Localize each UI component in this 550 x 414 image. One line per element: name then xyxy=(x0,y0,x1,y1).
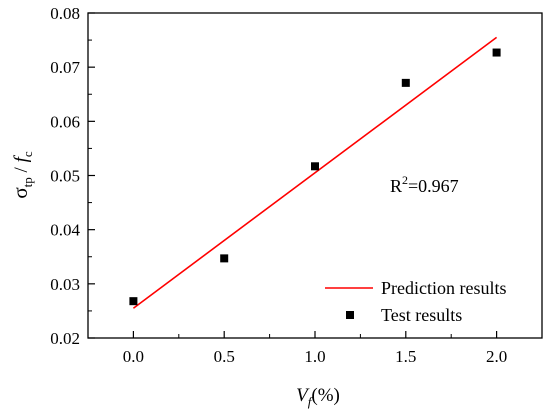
y-axis-slash: / xyxy=(11,162,32,177)
x-tick-label: 0.5 xyxy=(214,347,235,366)
x-tick-label: 2.0 xyxy=(486,347,507,366)
test-point xyxy=(311,162,319,171)
r2-value: =0.967 xyxy=(408,176,459,196)
r2-sup: 2 xyxy=(402,173,408,187)
y-axis-sigma-sub: tp xyxy=(20,177,35,187)
y-axis-title: σtp / fc xyxy=(8,151,35,199)
test-point xyxy=(129,297,138,306)
y-axis-f-sub: c xyxy=(20,151,35,157)
legend-marker-swatch xyxy=(346,311,354,319)
r2-label: R xyxy=(390,176,402,196)
test-point xyxy=(220,254,229,263)
y-axis-sigma: σ xyxy=(8,187,32,198)
y-tick-label: 0.04 xyxy=(50,221,80,240)
legend-label-prediction: Prediction results xyxy=(381,278,506,298)
y-axis-f: f xyxy=(11,154,32,162)
y-tick-label: 0.03 xyxy=(50,275,80,294)
legend-label-test: Test results xyxy=(381,305,462,325)
x-axis-v-sub: f xyxy=(308,394,314,409)
y-tick-label: 0.06 xyxy=(50,112,80,131)
x-tick-label: 1.5 xyxy=(395,347,416,366)
x-axis-title: Vf(%) xyxy=(296,385,340,409)
prediction-line xyxy=(132,36,498,309)
legend: Prediction results Test results xyxy=(325,278,506,325)
axes: 0.0 0.5 1.0 1.5 2.0 0.02 0.03 0.04 0.05 0.06 0.07 0… xyxy=(50,4,507,366)
y-tick-label: 0.08 xyxy=(50,4,80,23)
x-axis-unit: (%) xyxy=(311,385,339,406)
y-tick-label: 0.05 xyxy=(50,167,80,186)
test-point xyxy=(492,48,501,57)
series-layer xyxy=(129,36,501,309)
r-squared-annotation: R2=0.967 xyxy=(390,173,459,196)
y-tick-label: 0.02 xyxy=(50,329,80,348)
x-tick-label: 1.0 xyxy=(304,347,325,366)
y-tick-label: 0.07 xyxy=(50,58,80,77)
x-axis-v: V xyxy=(296,385,310,406)
x-tick-label: 0.0 xyxy=(123,347,144,366)
test-point xyxy=(401,78,410,87)
